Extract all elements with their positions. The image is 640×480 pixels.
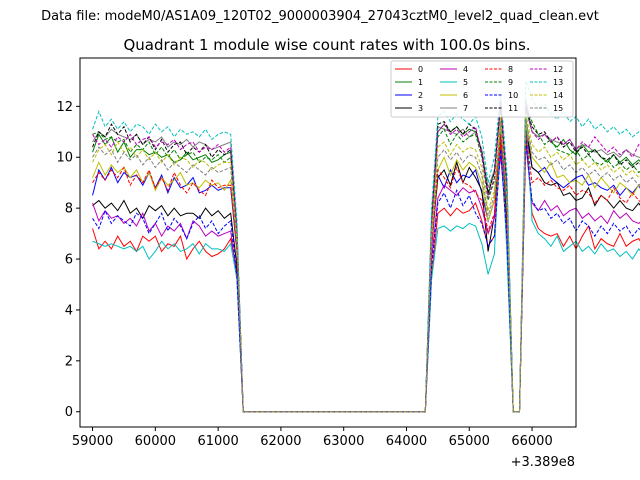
legend-label-8: 8 [508, 65, 513, 74]
legend-label-2: 2 [418, 91, 423, 100]
legend-label-7: 7 [463, 104, 468, 113]
legend-label-4: 4 [463, 65, 468, 74]
series-line-9 [92, 103, 640, 413]
series-line-3 [92, 129, 640, 413]
y-tick-label: 12 [56, 100, 73, 115]
y-tick-label: 0 [65, 405, 73, 420]
legend-label-13: 13 [553, 78, 563, 87]
x-tick-label: 66000 [511, 434, 552, 449]
series-line-8 [92, 131, 640, 413]
legend-label-6: 6 [463, 91, 468, 100]
x-tick-label: 62000 [260, 434, 301, 449]
y-tick-label: 6 [65, 253, 73, 268]
series-line-0 [92, 134, 640, 413]
series-line-14 [92, 113, 640, 413]
series-line-1 [92, 106, 640, 413]
axes: 59000 60000 61000 62000 63000 64000 65000 66000… [56, 57, 577, 449]
plot-area [92, 80, 640, 413]
x-tick-label: 64000 [386, 434, 427, 449]
x-tick-label: 65000 [449, 434, 490, 449]
series-line-2 [92, 116, 640, 413]
legend-label-1: 1 [418, 78, 423, 87]
axes-frame [79, 57, 577, 428]
chart-title: Quadrant 1 module wise count rates with … [123, 36, 530, 54]
x-tick-label: 63000 [323, 434, 364, 449]
legend-label-3: 3 [418, 104, 423, 113]
legend-label-10: 10 [508, 91, 518, 100]
x-tick-label: 61000 [197, 434, 238, 449]
legend-label-5: 5 [463, 78, 468, 87]
series-line-11 [92, 103, 640, 413]
y-tick-label: 10 [56, 151, 73, 166]
series-line-5 [92, 113, 640, 413]
y-tick-label: 8 [65, 202, 73, 217]
y-tick-label: 4 [65, 303, 73, 318]
x-tick-label: 60000 [135, 434, 176, 449]
series-line-15 [92, 118, 640, 413]
y-tick-label: 2 [65, 354, 73, 369]
legend-label-14: 14 [553, 91, 563, 100]
legend-label-9: 9 [508, 78, 513, 87]
legend-label-15: 15 [553, 104, 563, 113]
series-line-6 [92, 121, 640, 413]
chart-suptitle: Data file: modeM0/AS1A09_120T02_90000039… [41, 9, 599, 24]
x-tick-label: 59000 [72, 434, 113, 449]
series-line-12 [92, 101, 640, 413]
legend-label-11: 11 [508, 104, 518, 113]
x-offset-label: +3.389e8 [511, 455, 575, 470]
legend-label-0: 0 [418, 65, 423, 74]
legend-label-12: 12 [553, 65, 563, 74]
legend-box [390, 60, 574, 118]
